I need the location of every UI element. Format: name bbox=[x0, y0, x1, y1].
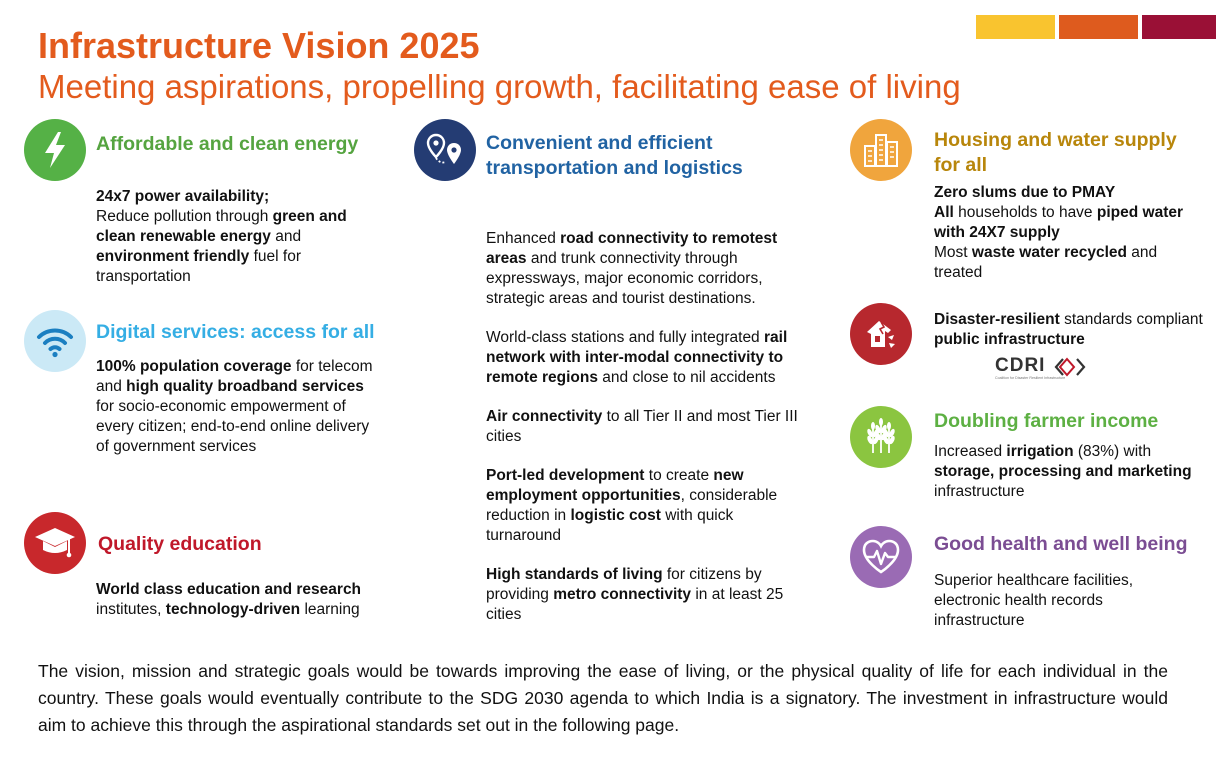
housing-line2-t1: households to have bbox=[953, 204, 1097, 221]
housing-title: Housing and water supply for all bbox=[934, 129, 1177, 176]
education-text: World class education and research insti… bbox=[96, 580, 396, 620]
housing-line3-b1: waste water recycled bbox=[971, 244, 1127, 261]
damaged-house-icon bbox=[850, 303, 912, 365]
transport-p1-t1: Enhanced bbox=[486, 230, 561, 247]
digital-text-b2: high quality broadband services bbox=[126, 378, 364, 395]
farmer-text-t3: infrastructure bbox=[934, 483, 1025, 500]
digital-text-t2: for socio-economic empowerment of every … bbox=[96, 398, 370, 455]
education-title: Quality education bbox=[98, 533, 262, 555]
housing-line3-t2: and treated bbox=[934, 244, 1158, 281]
energy-text: 24x7 power availability; Reduce pollutio… bbox=[96, 187, 386, 287]
footer-paragraph: The vision, mission and strategic goals … bbox=[38, 661, 1168, 735]
wheat-icon bbox=[850, 406, 912, 468]
farmer-text: Increased irrigation (83%) with storage,… bbox=[934, 442, 1194, 502]
transport-title: Convenient and efficient transportation … bbox=[486, 132, 743, 179]
buildings-icon bbox=[850, 119, 912, 181]
lightning-bolt-icon bbox=[24, 119, 86, 181]
energy-text-d: environment friendly bbox=[96, 248, 250, 265]
transport-p5-t2: in at least 25 cities bbox=[486, 586, 784, 623]
disaster-text-t1: standards compliant bbox=[1059, 311, 1203, 328]
housing-line2-b1: All bbox=[934, 204, 954, 221]
digital-text-b1: 100% population coverage bbox=[96, 358, 292, 375]
cdri-logo: CDRI Coalition for Disaster Resilient In… bbox=[995, 355, 1091, 383]
education-text-b2: technology-driven bbox=[165, 601, 301, 618]
energy-text-c: and bbox=[270, 228, 302, 245]
transport-p3-t1: to all Tier II and most Tier III cities bbox=[486, 408, 798, 445]
energy-text-b: green and clean renewable energy bbox=[96, 208, 347, 245]
energy-title: Affordable and clean energy bbox=[96, 133, 359, 155]
transport-p4-t2: , considerable reduction in bbox=[486, 487, 778, 524]
yellow-bar bbox=[976, 15, 1055, 39]
cdri-logo-mark bbox=[1054, 357, 1086, 377]
transport-p2-t1: World-class stations and fully integrate… bbox=[486, 329, 764, 346]
transport-p5-b2: metro connectivity bbox=[553, 586, 692, 603]
cdri-logo-subtitle: Coalition for Disaster Resilient Infrast… bbox=[995, 376, 1066, 380]
housing-line1: Zero slums due to PMAY bbox=[934, 184, 1116, 201]
education-text-b1: World class education and research bbox=[96, 581, 362, 598]
digital-text-t1: for telecom and bbox=[96, 358, 373, 395]
housing-line2-b2: piped water with 24X7 supply bbox=[934, 204, 1184, 241]
cdri-logo-text: CDRI bbox=[995, 355, 1046, 376]
transport-p3-b1: Air connectivity bbox=[486, 408, 603, 425]
farmer-text-t2: (83%) with bbox=[1073, 443, 1152, 460]
digital-text: 100% population coverage for telecom and… bbox=[96, 357, 386, 457]
transport-text: Enhanced road connectivity to remotest a… bbox=[486, 229, 811, 625]
map-pins-icon bbox=[414, 119, 476, 181]
disaster-text-b1: Disaster-resilient bbox=[934, 311, 1060, 328]
transport-p4-t1: to create bbox=[644, 467, 714, 484]
farmer-text-b2: storage, processing and marketing bbox=[934, 463, 1192, 480]
transport-p4-t3: with quick turnaround bbox=[486, 507, 734, 544]
transport-p4-b1: Port-led development bbox=[486, 467, 645, 484]
wifi-icon bbox=[24, 310, 86, 372]
transport-p5-b1: High standards of living bbox=[486, 566, 663, 583]
energy-text-e: fuel for transportation bbox=[96, 248, 302, 285]
education-text-t2: learning bbox=[300, 601, 360, 618]
disaster-text: Disaster-resilient standards compliant p… bbox=[934, 310, 1204, 350]
transport-p4-b3: logistic cost bbox=[570, 507, 661, 524]
maroon-bar bbox=[1142, 15, 1216, 39]
transport-p4-b2: new employment opportunities bbox=[486, 467, 744, 504]
graduation-cap-icon bbox=[24, 512, 86, 574]
energy-text-a: Reduce pollution through bbox=[96, 208, 273, 225]
transport-p2-b1: rail network with inter-modal connectivi… bbox=[486, 329, 788, 386]
farmer-title: Doubling farmer income bbox=[934, 410, 1159, 432]
page-title: Infrastructure Vision 2025 bbox=[38, 25, 480, 66]
disaster-text-b2: public infrastructure bbox=[934, 331, 1085, 348]
transport-p2-t2: and close to nil accidents bbox=[597, 369, 776, 386]
energy-line1: 24x7 power availability; bbox=[96, 188, 270, 205]
housing-line3-t1: Most bbox=[934, 244, 972, 261]
transport-p5-t1: for citizens by providing bbox=[486, 566, 762, 603]
heart-pulse-icon bbox=[850, 526, 912, 588]
health-text: Superior healthcare facilities, electron… bbox=[934, 572, 1134, 629]
page-subtitle: Meeting aspirations, propelling growth, … bbox=[38, 68, 961, 105]
digital-title: Digital services: access for all bbox=[96, 321, 375, 343]
housing-text: Zero slums due to PMAY All households to… bbox=[934, 183, 1204, 283]
education-text-t1: institutes, bbox=[96, 601, 166, 618]
transport-p1-b1: road connectivity to remotest areas bbox=[486, 230, 778, 267]
transport-p1-t2: and trunk connectivity through expresswa… bbox=[486, 250, 763, 307]
health-title: Good health and well being bbox=[934, 533, 1188, 555]
farmer-text-b1: irrigation bbox=[1006, 443, 1074, 460]
orange-bar bbox=[1059, 15, 1138, 39]
farmer-text-t1: Increased bbox=[934, 443, 1007, 460]
